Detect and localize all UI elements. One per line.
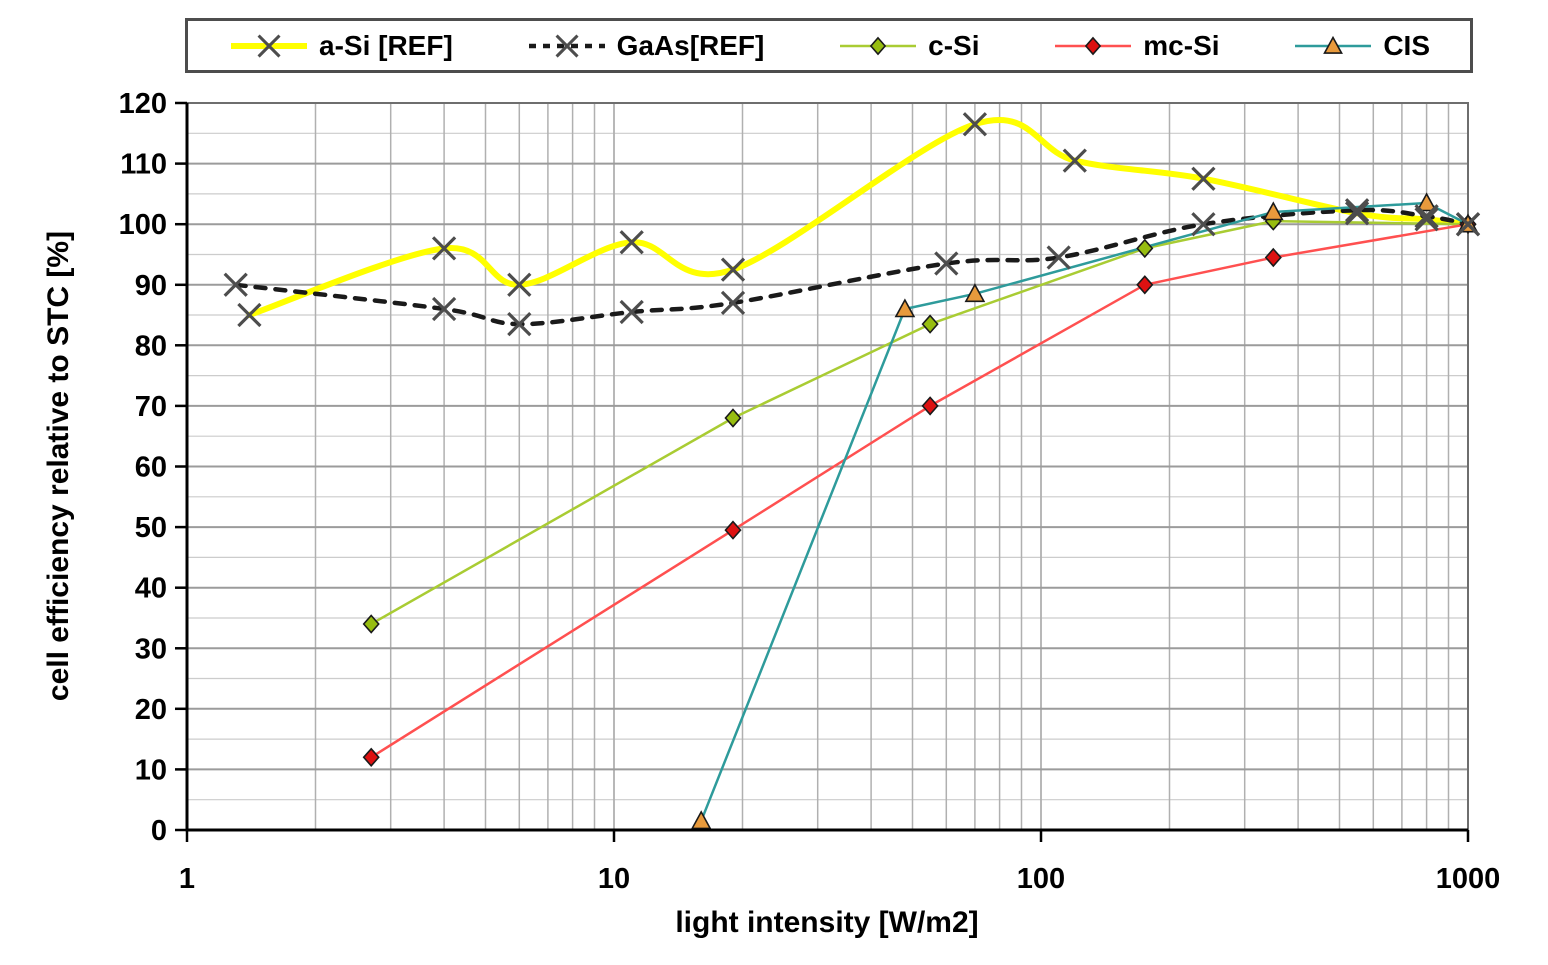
- y-tick-label: 40: [135, 573, 167, 605]
- y-tick-label: 70: [135, 391, 167, 423]
- legend-item-label: a-Si [REF]: [319, 29, 453, 61]
- axes: [175, 101, 1470, 842]
- series-c-si-line: [369, 219, 1470, 626]
- legend-item-mc-si: mc-Si: [1052, 29, 1220, 62]
- data-markers: [223, 112, 1481, 830]
- y-axis-label: cell efficiency relative to STC [%]: [42, 231, 75, 701]
- y-tick-label: 50: [135, 512, 167, 544]
- series-a-si-ref-markers: [237, 112, 1481, 328]
- y-tick-label: 30: [135, 633, 167, 665]
- y-tick-label: 120: [119, 88, 167, 120]
- legend-item-label: c-Si: [928, 29, 980, 61]
- y-tick-label: 90: [135, 270, 167, 302]
- y-tick-label: 20: [135, 694, 167, 726]
- x-tick-label: 1000: [1436, 863, 1501, 895]
- legend-item-gaas-ref: GaAs[REF]: [526, 29, 765, 62]
- legend-sample-c-si: [840, 36, 917, 55]
- legend-sample-mc-si: [1055, 36, 1132, 55]
- legend: a-Si [REF] GaAs[REF] c-Si mc-Si CIS: [185, 18, 1473, 73]
- series-gaas-ref-markers: [223, 198, 1481, 337]
- legend-item-label: CIS: [1383, 29, 1430, 61]
- legend-item-label: GaAs[REF]: [616, 29, 765, 61]
- y-tick-label: 10: [135, 754, 167, 786]
- legend-item-a-si-ref: a-Si [REF]: [228, 30, 453, 62]
- legend-item-c-si: c-Si: [837, 29, 980, 62]
- legend-sample-gaas-ref: [528, 34, 605, 58]
- x-tick-label: 10: [598, 863, 630, 895]
- series-mc-si-line: [369, 222, 1470, 759]
- series-mc-si-markers: [362, 214, 1477, 768]
- legend-item-cis: CIS: [1292, 30, 1430, 62]
- series-a-si-ref-line: [246, 116, 1471, 318]
- x-tick-label: 100: [1017, 863, 1065, 895]
- x-tick-label: 1: [179, 863, 195, 895]
- series-cis-line: [699, 201, 1470, 823]
- y-tick-label: 0: [151, 815, 167, 847]
- legend-sample-cis: [1295, 35, 1372, 54]
- y-tick-label: 100: [119, 209, 167, 241]
- y-tick-label: 60: [135, 452, 167, 484]
- x-axis-label: light intensity [W/m2]: [675, 906, 978, 939]
- series-gaas-ref-line: [233, 207, 1471, 327]
- y-tick-label: 80: [135, 330, 167, 362]
- legend-sample-a-si-ref: [231, 34, 307, 58]
- data-series: [233, 116, 1471, 823]
- legend-item-label: mc-Si: [1143, 29, 1220, 61]
- y-tick-label: 110: [120, 149, 167, 181]
